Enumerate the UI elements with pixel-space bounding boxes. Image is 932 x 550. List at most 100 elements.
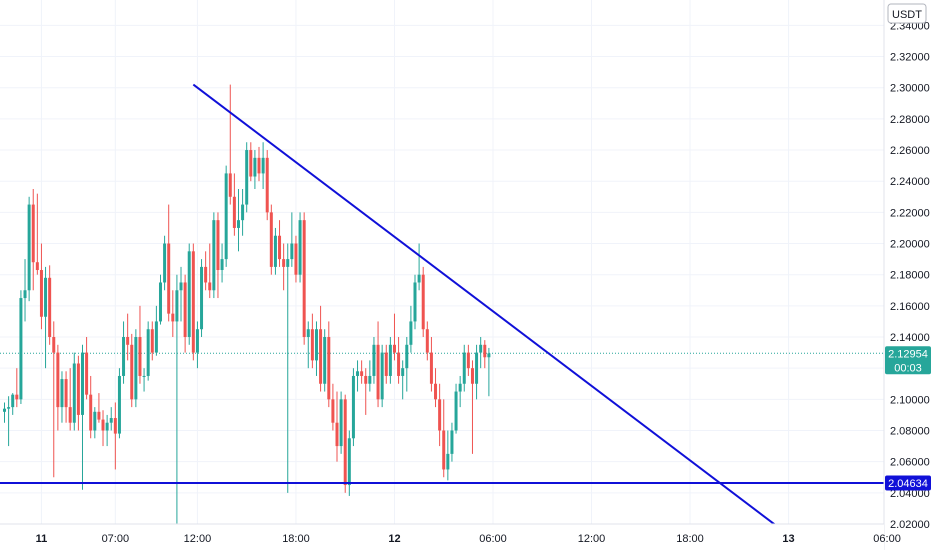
candle <box>44 266 48 369</box>
candle-body <box>31 204 35 263</box>
candle-body <box>241 204 245 221</box>
candle <box>376 321 380 408</box>
price-tick-label: 2.26000 <box>890 145 930 157</box>
candle <box>323 329 327 392</box>
candle <box>158 274 162 325</box>
candle-body <box>56 352 60 408</box>
time-tick-label: 18:00 <box>676 533 704 545</box>
candle-body <box>454 391 458 431</box>
candle-body <box>434 383 438 400</box>
candle-body <box>163 243 167 283</box>
candle <box>450 422 454 462</box>
candle <box>351 368 355 447</box>
time-axis-ticks: 11 07:00 12:00 18:00 12 06:00 12:00 18:00 13 06:0… <box>36 533 901 545</box>
candle <box>475 344 479 400</box>
candle-body <box>212 220 216 291</box>
candle-body <box>7 407 11 409</box>
candle-body <box>200 266 204 330</box>
candle <box>331 383 335 431</box>
candle-body <box>208 282 212 291</box>
time-tick-label: 18:00 <box>282 533 310 545</box>
price-tick-label: 2.18000 <box>890 270 930 282</box>
candle-body <box>117 375 121 434</box>
currency-button-frame <box>887 3 927 24</box>
candle <box>339 391 343 454</box>
candle <box>421 266 425 338</box>
candle <box>257 146 261 182</box>
candle <box>343 394 347 493</box>
candle <box>89 375 93 439</box>
candle-body <box>76 363 80 415</box>
candle <box>175 274 179 545</box>
candle-body <box>175 290 179 322</box>
candle <box>360 360 364 384</box>
candle-body <box>438 399 442 431</box>
candle <box>216 212 220 299</box>
candle-body <box>253 157 257 177</box>
candle <box>183 274 187 353</box>
candle <box>52 321 56 478</box>
price-tick-label: 2.34000 <box>890 20 930 32</box>
candle <box>282 243 286 291</box>
candle-body <box>3 408 6 412</box>
candle-body <box>146 329 150 376</box>
candle-body <box>44 277 48 317</box>
candle <box>68 368 72 431</box>
candle <box>163 235 167 291</box>
time-tick-label: 12:00 <box>184 533 212 545</box>
candle-body <box>290 243 294 260</box>
current-price-label: 2.12954 00:03 <box>885 346 931 375</box>
candle <box>179 266 183 322</box>
candle <box>290 212 294 267</box>
candle-body <box>446 453 450 470</box>
candle-body <box>458 383 462 392</box>
candle <box>269 204 273 275</box>
drawing-layer <box>0 83 884 549</box>
candle-body <box>487 353 491 358</box>
candle-body <box>89 394 93 431</box>
candle-body <box>360 371 364 376</box>
time-axis[interactable]: 11 07:00 12:00 18:00 12 06:00 12:00 18:00 13 06:0… <box>0 523 901 550</box>
candle <box>425 321 429 361</box>
candle-body <box>220 259 224 271</box>
candle <box>306 321 310 369</box>
descending-trendline <box>192 83 806 549</box>
candle-body <box>429 352 433 384</box>
bar-countdown: 00:03 <box>894 362 922 374</box>
candle-body <box>105 422 109 431</box>
candle <box>249 142 253 182</box>
price-axis[interactable]: 2.020002.040002.060002.080002.100002.120… <box>883 0 932 550</box>
candle-body <box>109 418 113 423</box>
candle <box>245 142 249 213</box>
candle <box>236 188 240 252</box>
candle <box>11 393 15 415</box>
candle <box>232 173 236 236</box>
candle <box>220 243 224 283</box>
candle <box>364 368 368 415</box>
candle-body <box>401 368 405 376</box>
candle <box>483 340 487 369</box>
candle <box>397 337 401 384</box>
price-tick-label: 2.16000 <box>890 301 930 313</box>
candle-body <box>126 337 130 345</box>
candle <box>368 360 372 392</box>
time-tick-label: 06:00 <box>873 533 901 545</box>
price-tick-label: 2.14000 <box>890 332 930 344</box>
candle-body <box>310 329 314 361</box>
candle <box>384 344 388 384</box>
candle-body <box>421 274 425 330</box>
candle-body <box>39 270 43 317</box>
candle-body <box>466 352 470 369</box>
candle <box>101 410 105 447</box>
currency-button[interactable]: USDT <box>887 3 927 24</box>
candle-body <box>475 352 479 384</box>
candle <box>191 243 195 361</box>
candle-body <box>142 375 146 377</box>
candle <box>138 305 142 384</box>
candle-body <box>101 419 105 431</box>
candle <box>409 305 413 353</box>
price-tick-label: 2.06000 <box>890 457 930 469</box>
current-price-label-background <box>885 346 931 375</box>
candle-body <box>462 352 466 384</box>
candle <box>56 344 60 431</box>
